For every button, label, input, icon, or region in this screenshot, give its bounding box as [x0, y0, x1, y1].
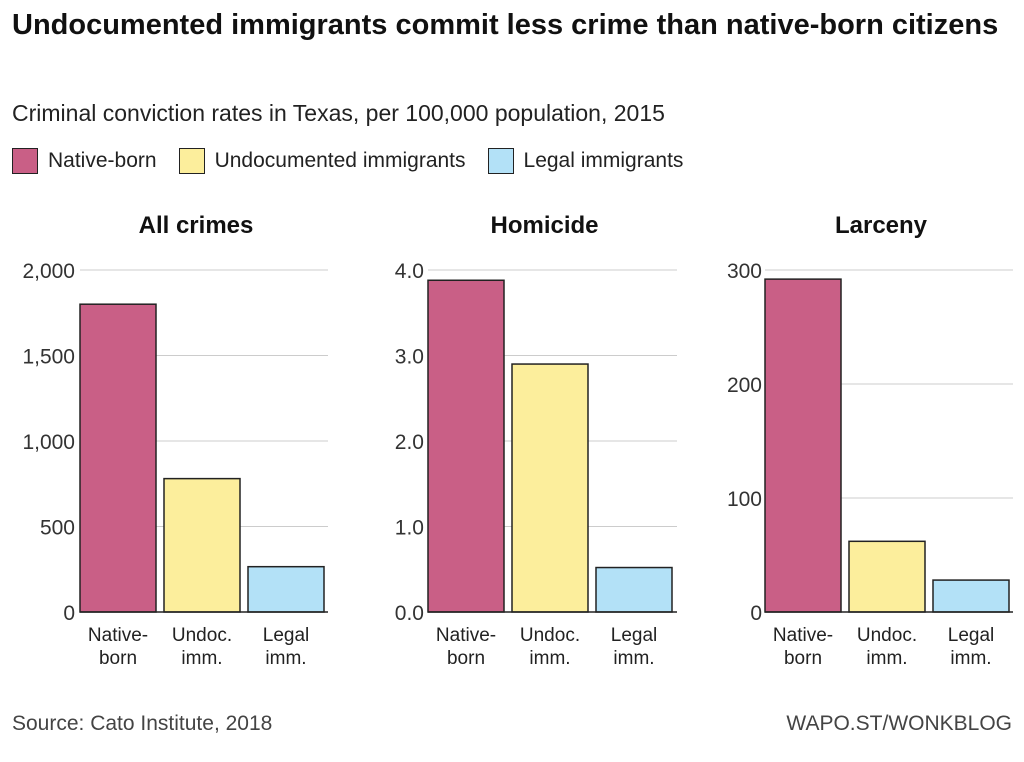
category-label-0-2-1: imm. — [265, 648, 306, 669]
bar-1-1 — [511, 363, 589, 613]
legend: Native-born Undocumented immigrants Lega… — [12, 148, 705, 174]
category-label-0-1-0: Undoc. — [172, 625, 232, 646]
tick-label-2-2: 200 — [727, 374, 762, 397]
tick-label-1-2: 2.0 — [395, 431, 424, 454]
legend-swatch-native-born — [12, 148, 38, 174]
category-label-1-0-0: Native- — [436, 625, 496, 646]
category-label-2-1-0: Undoc. — [857, 625, 917, 646]
tick-label-2-3: 300 — [727, 260, 762, 283]
legend-swatch-undocumented — [178, 148, 205, 174]
legend-label-native-born: Native-born — [48, 149, 157, 172]
category-label-1-2-1: imm. — [613, 648, 654, 669]
tick-label-1-0: 0.0 — [395, 602, 424, 625]
tick-label-0-0: 0 — [63, 602, 75, 625]
panel-title-1: Homicide — [490, 212, 598, 239]
bar-2-0 — [764, 278, 842, 613]
legend-label-undocumented: Undocumented immigrants — [214, 149, 466, 172]
tick-label-2-0: 0 — [750, 602, 762, 625]
tick-label-1-4: 4.0 — [395, 260, 424, 283]
panel-title-0: All crimes — [139, 212, 254, 239]
category-label-2-2-1: imm. — [950, 648, 991, 669]
bar-2-2 — [932, 579, 1010, 613]
bar-charts: All crimes 0 500 1,000 1,500 2,000 Native-born… — [22, 212, 1013, 669]
category-label-0-1-1: imm. — [181, 648, 222, 669]
chart-subtitle: Criminal conviction rates in Texas, per … — [12, 100, 665, 126]
legend-label-legal: Legal immigrants — [523, 149, 684, 172]
tick-label-1-1: 1.0 — [395, 517, 424, 540]
category-label-1-0-1: born — [447, 648, 485, 669]
category-label-1-1-0: Undoc. — [520, 625, 580, 646]
credit-note: WAPO.ST/WONKBLOG — [786, 712, 1012, 735]
chart-title: Undocumented immigrants commit less crim… — [12, 9, 999, 41]
panel-title-2: Larceny — [835, 212, 928, 239]
legend-item-native-born: Native-born — [12, 148, 157, 174]
source-note: Source: Cato Institute, 2018 — [12, 712, 273, 735]
bar-1-2 — [595, 566, 673, 613]
bar-0-1 — [163, 477, 241, 613]
bar-0-0 — [79, 303, 157, 613]
bar-1-0 — [427, 279, 505, 613]
legend-item-legal: Legal immigrants — [487, 148, 684, 174]
category-label-2-0-1: born — [784, 648, 822, 669]
bar-0-2 — [247, 565, 325, 613]
category-label-1-2-0: Legal — [611, 625, 658, 646]
tick-label-0-2: 1,000 — [22, 431, 75, 454]
category-label-0-0-1: born — [99, 648, 137, 669]
tick-label-1-3: 3.0 — [395, 346, 424, 369]
tick-label-0-3: 1,500 — [22, 346, 75, 369]
category-label-2-0-0: Native- — [773, 625, 833, 646]
tick-label-0-4: 2,000 — [22, 260, 75, 283]
category-label-0-0-0: Native- — [88, 625, 148, 646]
category-label-2-2-0: Legal — [948, 625, 995, 646]
bar-2-1 — [848, 540, 926, 613]
legend-swatch-legal — [487, 148, 514, 174]
category-label-1-1-1: imm. — [529, 648, 570, 669]
category-label-0-2-0: Legal — [263, 625, 310, 646]
tick-label-2-1: 100 — [727, 488, 762, 511]
tick-label-0-1: 500 — [40, 517, 75, 540]
category-label-2-1-1: imm. — [866, 648, 907, 669]
legend-item-undocumented: Undocumented immigrants — [178, 148, 466, 174]
